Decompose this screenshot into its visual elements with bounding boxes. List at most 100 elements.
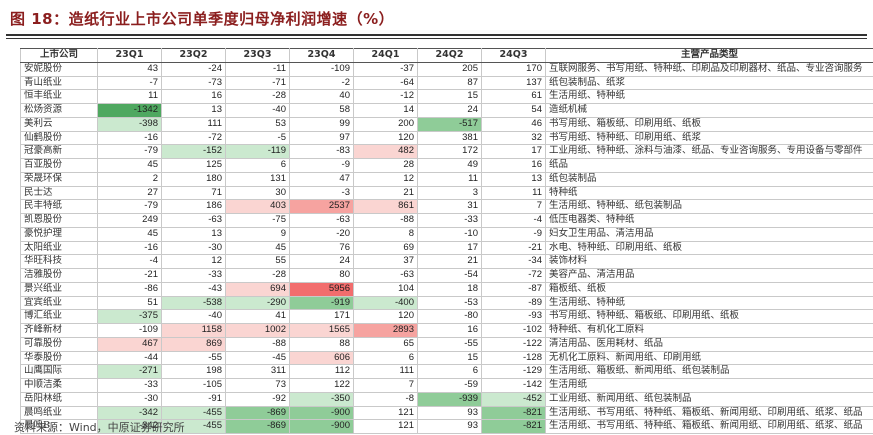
growth-value: 467 — [98, 337, 162, 351]
growth-value: 120 — [354, 131, 418, 145]
growth-value: 93 — [418, 406, 482, 420]
growth-value: 5956 — [290, 282, 354, 296]
growth-value: -900 — [290, 406, 354, 420]
header-23q4: 23Q4 — [290, 49, 354, 63]
company-name: 华泰股份 — [21, 351, 98, 365]
main-products: 美容产品、清洁用品 — [546, 269, 873, 283]
growth-value: 694 — [226, 282, 290, 296]
growth-value: -869 — [226, 420, 290, 434]
growth-value: 13 — [162, 227, 226, 241]
growth-value: -83 — [290, 145, 354, 159]
main-products: 纸品 — [546, 159, 873, 173]
growth-value: 73 — [226, 379, 290, 393]
growth-value: 11 — [482, 186, 546, 200]
growth-value: -44 — [98, 351, 162, 365]
company-name: 晨鸣纸业 — [21, 406, 98, 420]
growth-value: -21 — [482, 241, 546, 255]
growth-value: -105 — [162, 379, 226, 393]
company-name: 宜宾纸业 — [21, 296, 98, 310]
growth-value: -142 — [482, 379, 546, 393]
company-name: 青山纸业 — [21, 76, 98, 90]
company-name: 安妮股份 — [21, 62, 98, 76]
growth-value: -71 — [226, 76, 290, 90]
growth-value: 24 — [418, 104, 482, 118]
growth-value: -1342 — [98, 104, 162, 118]
main-products: 工业用纸、特种纸、涂料与油漆、纸品、专业咨询服务、专用设备与零部件 — [546, 145, 873, 159]
growth-value: -88 — [354, 214, 418, 228]
header-23q2: 23Q2 — [162, 49, 226, 63]
growth-value: 12 — [162, 255, 226, 269]
growth-value: -102 — [482, 324, 546, 338]
growth-value: -109 — [290, 62, 354, 76]
growth-value: -73 — [162, 76, 226, 90]
growth-value: 55 — [226, 255, 290, 269]
profit-growth-table: 上市公司 23Q1 23Q2 23Q3 23Q4 24Q1 24Q2 24Q3 … — [20, 48, 873, 434]
growth-value: -33 — [418, 214, 482, 228]
growth-value: -12 — [354, 90, 418, 104]
growth-value: 37 — [354, 255, 418, 269]
growth-value: 111 — [354, 365, 418, 379]
company-name: 华旺科技 — [21, 255, 98, 269]
main-products: 低压电器类、特种纸 — [546, 214, 873, 228]
growth-value: 121 — [354, 406, 418, 420]
growth-value: -34 — [482, 255, 546, 269]
growth-value: 15 — [418, 90, 482, 104]
growth-value: -72 — [482, 269, 546, 283]
growth-value: -119 — [226, 145, 290, 159]
growth-value: 21 — [418, 255, 482, 269]
growth-value: 3 — [418, 186, 482, 200]
growth-value: -11 — [226, 62, 290, 76]
company-name: 景兴纸业 — [21, 282, 98, 296]
growth-value: 861 — [354, 200, 418, 214]
growth-value: -28 — [226, 90, 290, 104]
growth-value: -821 — [482, 406, 546, 420]
growth-value: -63 — [162, 214, 226, 228]
growth-value: -16 — [98, 241, 162, 255]
growth-value: 41 — [226, 310, 290, 324]
main-products: 书写用纸、特种纸、印刷用纸、纸浆 — [546, 131, 873, 145]
figure-title: 图 18：造纸行业上市公司单季度归母净利润增速（%） — [10, 8, 394, 29]
company-name: 民丰特纸 — [21, 200, 98, 214]
growth-value: -92 — [226, 392, 290, 406]
growth-value: 88 — [290, 337, 354, 351]
growth-value: -919 — [290, 296, 354, 310]
growth-value: -55 — [418, 337, 482, 351]
main-products: 水电、特种纸、印刷用纸、纸板 — [546, 241, 873, 255]
growth-value: -30 — [162, 241, 226, 255]
growth-value: -4 — [482, 214, 546, 228]
growth-value: 180 — [162, 172, 226, 186]
growth-value: -53 — [418, 296, 482, 310]
growth-value: -89 — [482, 296, 546, 310]
growth-value: -939 — [418, 392, 482, 406]
main-products: 清洁用品、医用耗材、纸品 — [546, 337, 873, 351]
growth-value: 381 — [418, 131, 482, 145]
growth-value: -20 — [290, 227, 354, 241]
growth-value: 120 — [354, 310, 418, 324]
growth-value: -455 — [162, 406, 226, 420]
growth-value: -375 — [98, 310, 162, 324]
growth-value: 7 — [482, 200, 546, 214]
growth-value: 99 — [290, 117, 354, 131]
growth-value: 58 — [290, 104, 354, 118]
growth-value: 6 — [354, 351, 418, 365]
growth-value: 17 — [482, 145, 546, 159]
main-products: 纸包装制品、纸浆 — [546, 76, 873, 90]
company-name: 中顺洁柔 — [21, 379, 98, 393]
growth-value: -93 — [482, 310, 546, 324]
growth-value: -24 — [162, 62, 226, 76]
company-name: 齐峰新材 — [21, 324, 98, 338]
growth-value: -342 — [98, 406, 162, 420]
growth-value: -8 — [354, 392, 418, 406]
growth-value: 6 — [226, 159, 290, 173]
growth-value: -33 — [98, 379, 162, 393]
growth-value: -452 — [482, 392, 546, 406]
